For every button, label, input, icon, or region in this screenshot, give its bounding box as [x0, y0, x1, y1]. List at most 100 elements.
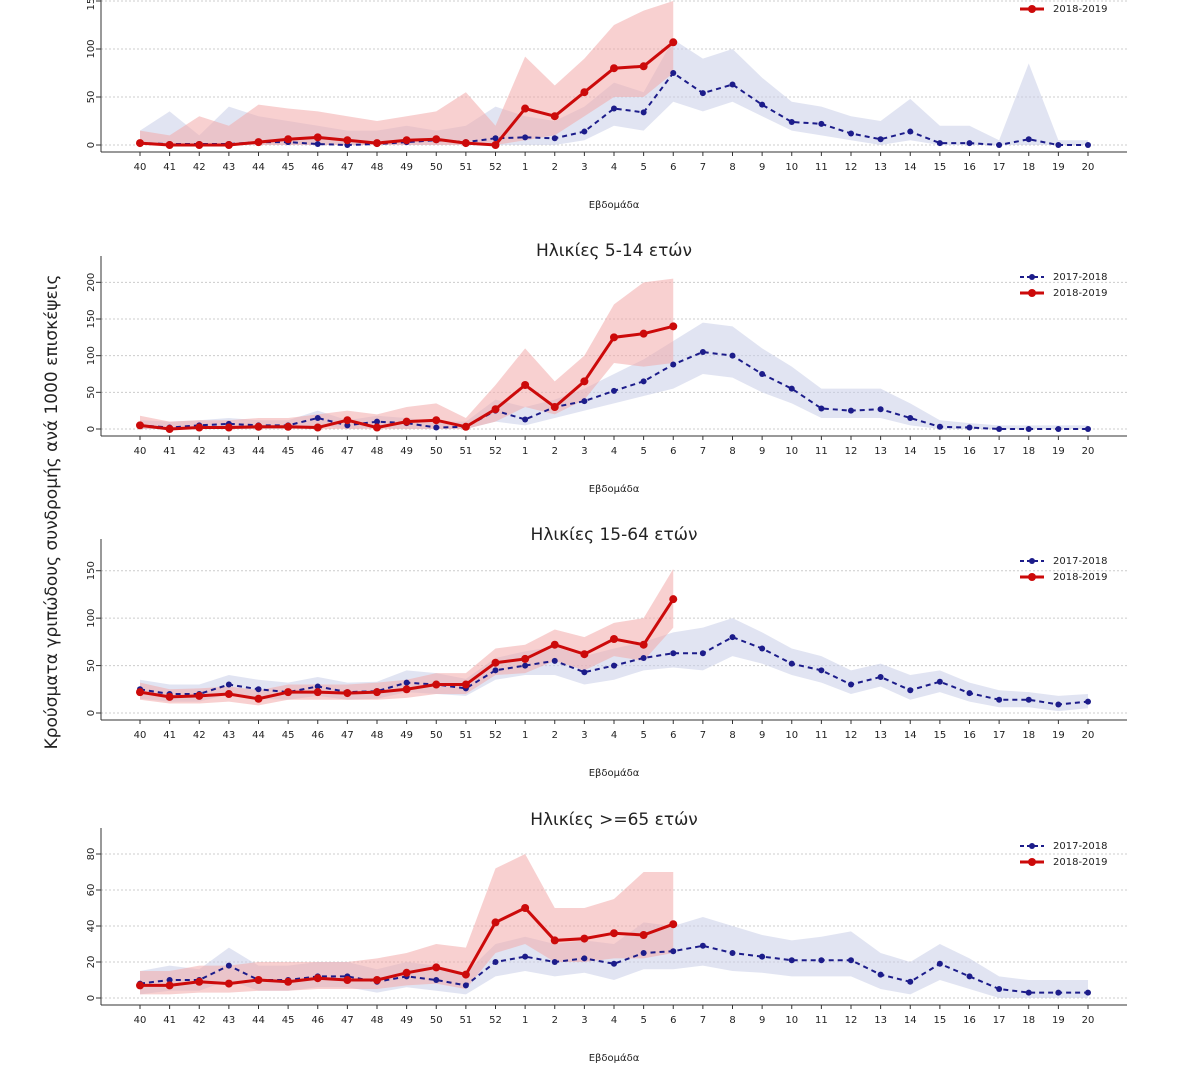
data-point — [491, 658, 500, 667]
data-point — [195, 977, 204, 986]
data-point — [461, 422, 470, 431]
x-tick-label: 2 — [552, 446, 558, 457]
data-point — [491, 141, 500, 149]
data-point — [670, 70, 677, 76]
x-tick-label: 51 — [460, 1015, 473, 1026]
data-point — [936, 423, 943, 430]
data-point — [373, 139, 381, 148]
data-point — [877, 971, 884, 978]
panel-title: Ηλικίες >=65 ετών — [530, 810, 698, 830]
data-point — [225, 962, 232, 969]
x-tick-label: 48 — [371, 1015, 384, 1026]
x-tick-label: 3 — [581, 1015, 587, 1026]
data-point — [254, 694, 263, 703]
x-tick-label: 13 — [874, 730, 887, 741]
x-tick-label: 11 — [815, 730, 828, 741]
data-point — [432, 416, 441, 425]
x-tick-label: 1 — [522, 1015, 528, 1026]
x-tick-label: 14 — [904, 1015, 917, 1026]
data-point — [1055, 701, 1062, 708]
x-tick-label: 46 — [311, 162, 324, 173]
x-tick-label: 48 — [371, 162, 384, 173]
x-tick-label: 14 — [904, 446, 917, 457]
x-tick-label: 7 — [700, 1015, 706, 1026]
x-tick-label: 10 — [785, 1015, 798, 1026]
x-tick-label: 15 — [934, 162, 947, 173]
data-point — [284, 977, 293, 986]
data-point — [224, 979, 233, 988]
data-point — [639, 640, 648, 649]
x-tick-label: 3 — [581, 162, 587, 173]
data-point — [402, 968, 411, 977]
x-tick-label: 18 — [1022, 730, 1035, 741]
data-point — [521, 654, 530, 663]
x-tick-label: 15 — [934, 730, 947, 741]
y-tick-label: 150 — [86, 309, 97, 328]
x-tick-label: 20 — [1082, 730, 1095, 741]
data-point — [165, 425, 174, 433]
x-tick-label: 41 — [163, 730, 176, 741]
data-point — [165, 692, 174, 701]
x-tick-label: 13 — [874, 1015, 887, 1026]
x-tick-label: 6 — [670, 1015, 676, 1026]
x-tick-label: 1 — [522, 446, 528, 457]
x-tick-label: 8 — [729, 730, 735, 741]
x-tick-label: 51 — [460, 162, 473, 173]
data-point — [136, 139, 144, 148]
x-tick-label: 17 — [993, 730, 1006, 741]
x-tick-label: 8 — [729, 1015, 735, 1026]
x-tick-label: 12 — [845, 446, 858, 457]
data-point — [284, 135, 293, 144]
data-point — [522, 662, 529, 669]
x-tick-label: 17 — [993, 446, 1006, 457]
data-point — [580, 377, 589, 386]
data-point — [313, 423, 322, 432]
data-point — [996, 986, 1003, 992]
x-tick-label: 3 — [581, 730, 587, 741]
x-tick-label: 47 — [341, 446, 354, 457]
y-tick-label: 50 — [86, 91, 97, 104]
data-point — [284, 422, 293, 431]
data-point — [432, 680, 441, 689]
data-point — [165, 981, 174, 990]
data-point — [522, 416, 529, 423]
data-point — [759, 101, 766, 108]
y-tick-label: 100 — [86, 609, 97, 628]
x-tick-label: 8 — [729, 162, 735, 173]
x-tick-label: 4 — [611, 1015, 617, 1026]
data-point — [343, 976, 352, 984]
x-tick-label: 16 — [963, 1015, 976, 1026]
data-point — [581, 955, 588, 962]
x-tick-label: 47 — [341, 162, 354, 173]
x-tick-label: 9 — [759, 162, 765, 173]
x-tick-label: 46 — [311, 730, 324, 741]
data-point — [640, 654, 647, 661]
data-point — [936, 678, 943, 685]
x-tick-label: 42 — [193, 730, 206, 741]
data-point — [729, 352, 736, 359]
data-point — [165, 141, 174, 149]
data-point — [639, 931, 648, 939]
x-tick-label: 14 — [904, 162, 917, 173]
data-point — [818, 120, 825, 127]
y-tick-label: 60 — [86, 884, 97, 897]
y-tick-label: 0 — [86, 142, 97, 148]
x-tick-label: 43 — [223, 162, 236, 173]
x-tick-label: 4 — [611, 446, 617, 457]
x-tick-label: 9 — [759, 730, 765, 741]
x-tick-label: 51 — [460, 446, 473, 457]
x-tick-label: 45 — [282, 162, 295, 173]
data-point — [550, 936, 559, 945]
x-tick-label: 49 — [400, 730, 413, 741]
y-tick-label: 20 — [86, 956, 97, 969]
x-axis-label: Εβδομάδα — [589, 767, 640, 779]
data-point — [313, 688, 322, 697]
x-tick-label: 20 — [1082, 1015, 1095, 1026]
x-tick-label: 20 — [1082, 446, 1095, 457]
data-point — [818, 957, 825, 964]
data-point — [1025, 426, 1032, 432]
data-point — [907, 978, 914, 985]
x-tick-label: 10 — [785, 730, 798, 741]
x-tick-label: 47 — [341, 730, 354, 741]
data-point — [610, 333, 618, 342]
